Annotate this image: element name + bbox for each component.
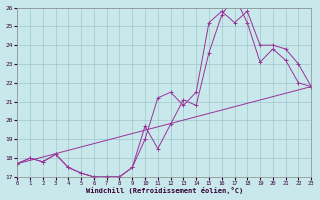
X-axis label: Windchill (Refroidissement éolien,°C): Windchill (Refroidissement éolien,°C) bbox=[85, 187, 243, 194]
